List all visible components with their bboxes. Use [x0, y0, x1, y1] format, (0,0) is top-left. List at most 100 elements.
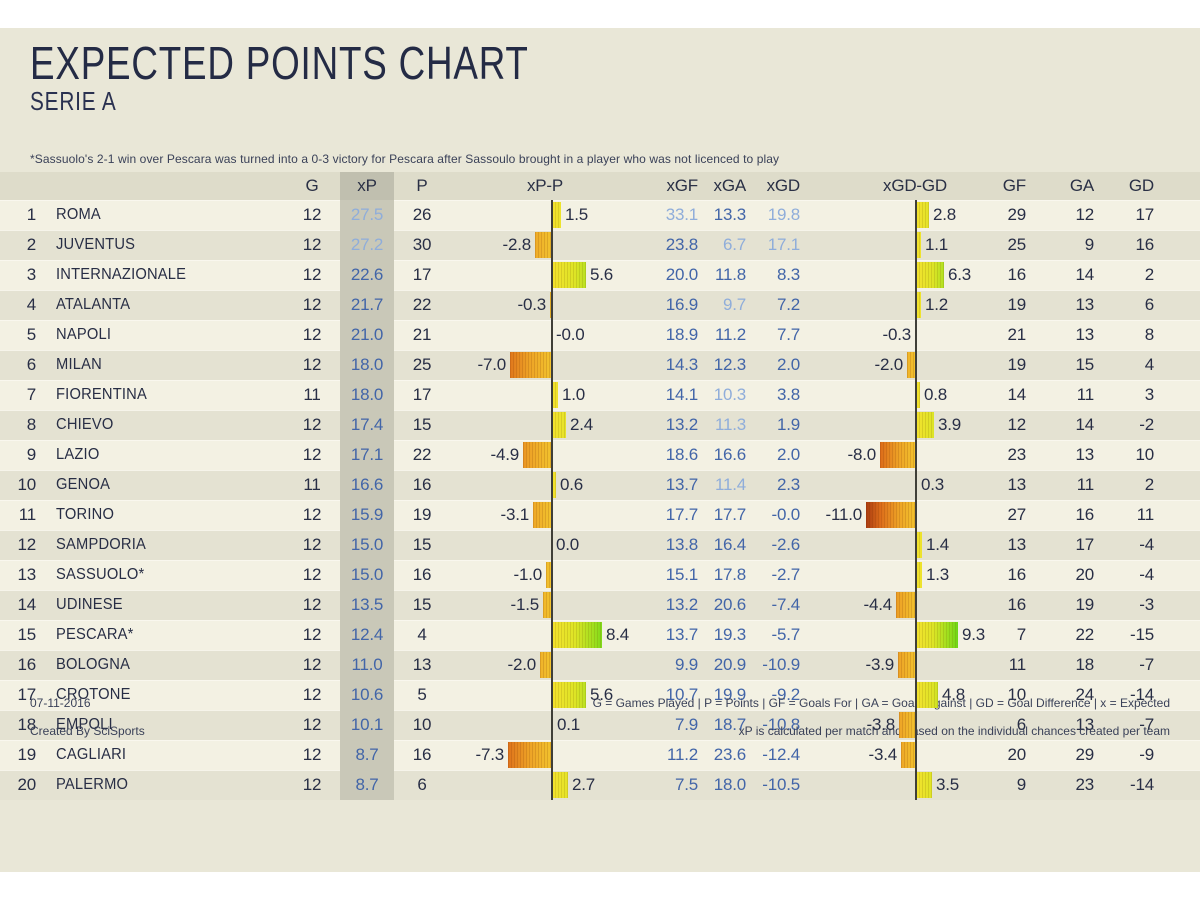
xgdgd-zone: 3.5 [800, 770, 1040, 800]
xgdgd-value: -4.4 [863, 595, 893, 614]
xgdgd-value: -2.0 [874, 355, 904, 374]
xpp-bar [552, 202, 561, 228]
expected-goals-against: 20.9 [713, 655, 746, 674]
expected-points: 27.5 [340, 200, 394, 230]
goals-for: 16 [1007, 265, 1026, 284]
column-header-xgf: xGF [666, 176, 698, 195]
points: 13 [412, 655, 432, 674]
team-name: GENOA [56, 476, 111, 493]
expected-points: 21.0 [340, 320, 394, 350]
points: 6 [417, 775, 427, 794]
xgdgd-zone: -3.9 [800, 650, 1040, 680]
xgdgd-value: 3.9 [938, 415, 962, 434]
games-played: 12 [302, 265, 322, 284]
goals-against: 9 [1084, 235, 1094, 254]
goals-against: 14 [1075, 265, 1094, 284]
expected-points: 15.0 [340, 530, 394, 560]
games-played: 12 [302, 775, 322, 794]
xgdgd-bar [866, 502, 916, 528]
team-name: CROTONE [56, 686, 131, 703]
xgdgd-bar [916, 262, 944, 288]
xgdgd-bar [916, 232, 921, 258]
rank: 9 [26, 445, 36, 464]
xgdgd-bar [916, 772, 932, 798]
xgdgd-zone: 0.8 [800, 380, 1040, 410]
expected-points: 11.0 [340, 650, 394, 680]
points: 19 [412, 505, 432, 524]
xpp-value: 2.7 [572, 775, 596, 794]
table-row: 20 PALERMO 12 8.7 6 2.7 7.5 18.0 -10.5 3.5 9 23 -14 [0, 770, 1200, 800]
expected-goals-for: 16.9 [665, 295, 698, 314]
xgdgd-bar [880, 442, 916, 468]
table-row: 7 FIORENTINA 11 18.0 17 1.0 14.1 10.3 3.8 0.8 14 11… [0, 380, 1200, 410]
column-header-xp: xP [357, 176, 377, 195]
xpp-zone: -0.3 [430, 290, 670, 320]
column-header-gd: GD [1128, 176, 1154, 195]
column-header-gf: GF [1002, 176, 1026, 195]
goal-difference: -3 [1139, 595, 1154, 614]
xpp-value: 0.0 [556, 535, 580, 554]
xgdgd-zone: -4.4 [800, 590, 1040, 620]
table-row: 5 NAPOLI 12 21.0 21 -0.0 18.9 11.2 7.7 -0.3 21 13 8 [0, 320, 1200, 350]
rank: 20 [17, 775, 36, 794]
goals-for: 16 [1007, 565, 1026, 584]
expected-points: 8.7 [340, 740, 394, 770]
expected-points: 12.4 [340, 620, 394, 650]
expected-goal-difference: -10.5 [762, 775, 800, 794]
xgdgd-bar [916, 682, 938, 708]
column-header-xpp: xP-P [526, 176, 564, 195]
expected-goals-for: 7.9 [674, 715, 698, 734]
table-row: 18 EMPOLI 12 10.1 10 0.1 7.9 18.7 -10.8 -3.8 6 13 -7 [0, 710, 1200, 740]
rank: 12 [17, 535, 36, 554]
table-row: 2 JUVENTUS 12 27.2 30 -2.8 23.8 6.7 17.1 1.1 25 9 16 [0, 230, 1200, 260]
goal-difference: 6 [1144, 295, 1154, 314]
rank: 18 [17, 715, 36, 734]
games-played: 12 [302, 715, 322, 734]
xgdgd-zone: 9.3 [800, 620, 1040, 650]
expected-goal-difference: 2.3 [776, 475, 800, 494]
xpp-value: 1.0 [562, 385, 586, 404]
expected-goals-against: 10.3 [713, 385, 746, 404]
games-played: 12 [302, 235, 322, 254]
column-header-xgdgd: xGD-GD [883, 176, 947, 195]
goal-difference: -4 [1139, 535, 1154, 554]
xgdgd-value: -11.0 [825, 505, 863, 524]
expected-goals-for: 11.2 [666, 745, 698, 764]
goals-against: 19 [1075, 595, 1094, 614]
table-row: 1 ROMA 12 27.5 26 1.5 33.1 13.3 19.8 2.8 29 12 17 [0, 200, 1200, 230]
xpp-value: -7.3 [475, 745, 505, 764]
goals-against: 11 [1076, 475, 1094, 494]
xpp-bar [523, 442, 552, 468]
xpp-zone: -2.0 [430, 650, 670, 680]
expected-goals-for: 15.1 [665, 565, 698, 584]
games-played: 12 [302, 595, 322, 614]
goals-against: 18 [1075, 655, 1094, 674]
games-played: 11 [303, 385, 321, 404]
xpp-value: -1.0 [513, 565, 543, 584]
games-played: 12 [302, 655, 322, 674]
goal-difference: -2 [1139, 415, 1154, 434]
points: 16 [412, 475, 432, 494]
rank: 16 [17, 655, 36, 674]
table-row: 9 LAZIO 12 17.1 22 -4.9 18.6 16.6 2.0 -8.0 23 13 10 [0, 440, 1200, 470]
expected-points: 13.5 [340, 590, 394, 620]
points: 15 [412, 595, 432, 614]
goal-difference: -4 [1139, 565, 1154, 584]
team-name: ATALANTA [56, 296, 131, 313]
xpp-zone: -1.0 [430, 560, 670, 590]
xpp-value: 0.1 [557, 715, 581, 734]
goals-against: 13 [1075, 295, 1094, 314]
expected-goals-against: 11.3 [714, 415, 746, 434]
xpp-zone: -3.1 [430, 500, 670, 530]
goal-difference: 17 [1135, 205, 1154, 224]
points: 21 [412, 325, 432, 344]
xgdgd-zone: 1.2 [800, 290, 1040, 320]
rank: 5 [26, 325, 36, 344]
page-subtitle: SERIE A [30, 86, 117, 116]
xgdgd-bar [916, 532, 922, 558]
expected-goals-for: 17.7 [665, 505, 698, 524]
goals-against: 17 [1075, 535, 1094, 554]
xgdgd-value: -0.3 [882, 325, 912, 344]
goals-against: 23 [1075, 775, 1094, 794]
games-played: 11 [303, 475, 321, 494]
